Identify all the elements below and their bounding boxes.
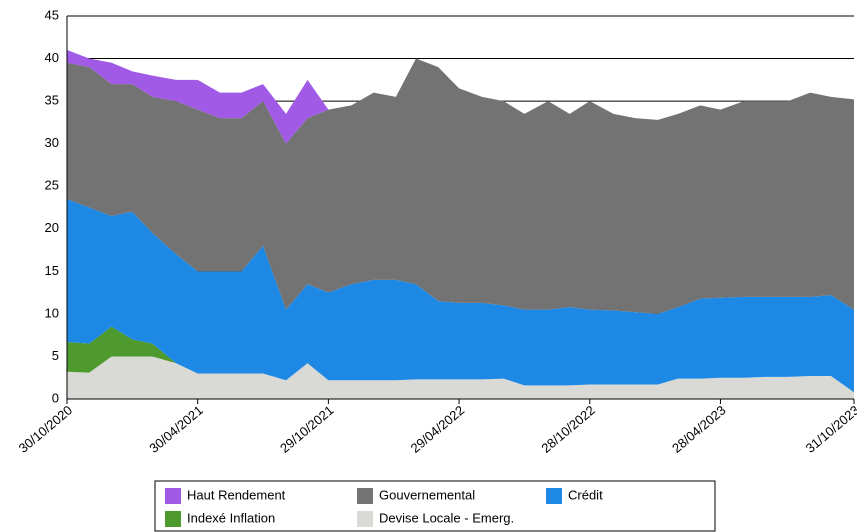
y-tick-label: 40	[45, 50, 59, 65]
legend-swatch	[165, 488, 181, 504]
area	[67, 50, 854, 144]
area	[67, 356, 854, 399]
legend-swatch	[357, 488, 373, 504]
y-tick-label: 25	[45, 178, 59, 193]
x-tick-label: 30/10/2020	[16, 402, 75, 455]
legend-swatch	[357, 511, 373, 527]
x-tick-label: 29/04/2022	[408, 402, 467, 455]
legend-label: Devise Locale - Emerg.	[379, 510, 514, 525]
legend-swatch	[546, 488, 562, 504]
y-tick-label: 30	[45, 135, 59, 150]
legend-label: Gouvernemental	[379, 487, 475, 502]
x-tick-label: 30/04/2021	[146, 402, 205, 455]
y-tick-label: 15	[45, 263, 59, 278]
y-tick-label: 5	[52, 348, 59, 363]
legend-label: Haut Rendement	[187, 487, 286, 502]
legend-box	[154, 480, 716, 532]
legend-label: Crédit	[568, 487, 603, 502]
area	[67, 198, 854, 393]
x-tick-label: 31/10/2023	[803, 402, 857, 455]
y-tick-label: 0	[52, 390, 59, 405]
y-tick-label: 10	[45, 305, 59, 320]
y-tick-label: 45	[45, 7, 59, 22]
x-tick-label: 29/10/2021	[277, 402, 336, 455]
x-tick-label: 28/10/2022	[538, 402, 597, 455]
legend-swatch	[165, 511, 181, 527]
x-tick-label: 28/04/2023	[669, 402, 728, 455]
area	[67, 58, 854, 314]
legend-label: Indexé Inflation	[187, 510, 275, 525]
y-tick-label: 35	[45, 93, 59, 108]
y-tick-label: 20	[45, 220, 59, 235]
